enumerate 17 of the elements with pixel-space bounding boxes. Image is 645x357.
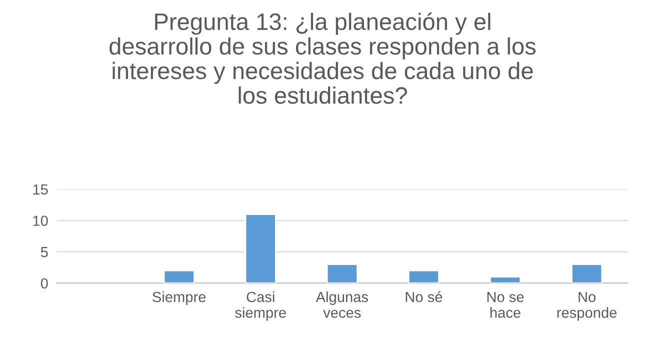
x-tick-label: Algunas veces [316,291,368,318]
bar [408,270,440,284]
chart-title: Pregunta 13: ¿la planeación y el desarrollo de sus clases responden a los intereses y necesidades de cada uno de los estudiantes? [110,12,536,104]
bar [163,270,195,284]
y-tick-label: 10 [33,216,48,226]
y-tick-label: 5 [40,247,48,258]
x-tick-label: No se hace [487,292,524,318]
x-tick-label: No sé [406,291,442,302]
bar [244,214,276,284]
y-tick-label: 15 [33,184,48,195]
y-tick-label: 0 [40,278,48,289]
bar [489,276,522,284]
bar [571,264,603,284]
bar [326,264,358,284]
x-tick-label: No responde [557,292,617,321]
x-tick-label: Siempre [152,291,206,306]
x-tick-label: Casi siempre [235,291,286,321]
